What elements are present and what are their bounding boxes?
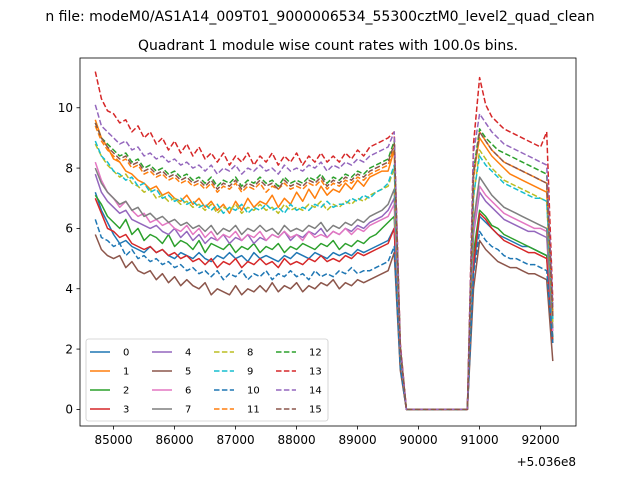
legend-label: 3 <box>123 405 129 416</box>
legend-label: 12 <box>309 348 322 359</box>
series-line-7 <box>94 167 554 411</box>
series-line-3 <box>94 198 554 411</box>
legend-label: 14 <box>309 386 322 397</box>
series-line-11 <box>94 125 554 411</box>
figure-suptitle: n file: modeM0/AS1A14_009T01_9000006534_… <box>45 9 594 25</box>
legend-label: 15 <box>309 405 322 416</box>
legend-label: 7 <box>185 405 191 416</box>
x-tick-label: 85000 <box>94 433 132 447</box>
series-line-2 <box>94 194 554 411</box>
x-tick-label: 88000 <box>277 433 315 447</box>
x-offset-label: +5.036e8 <box>517 455 576 469</box>
legend-label: 1 <box>123 367 129 378</box>
y-tick-label: 2 <box>65 342 73 356</box>
series-line-6 <box>94 161 554 411</box>
series-line-12 <box>94 122 554 411</box>
chart-title: Quadrant 1 module wise count rates with … <box>138 38 518 54</box>
legend-label: 9 <box>247 367 253 378</box>
legend-label: 0 <box>123 348 129 359</box>
y-tick-label: 10 <box>58 101 73 115</box>
series-line-13 <box>94 71 554 411</box>
series-line-15 <box>94 122 554 411</box>
x-axis: 85000 86000 87000 88000 89000 90000 91000 92000 <box>94 426 560 447</box>
legend-label: 13 <box>309 367 322 378</box>
legend-label: 11 <box>247 405 260 416</box>
x-tick-label: 87000 <box>216 433 254 447</box>
x-tick-label: 90000 <box>400 433 438 447</box>
x-tick-label: 86000 <box>155 433 193 447</box>
y-axis: 0 2 4 6 8 10 <box>58 101 80 417</box>
x-tick-label: 91000 <box>461 433 499 447</box>
y-tick-label: 6 <box>65 222 73 236</box>
series-line-8 <box>94 143 554 411</box>
legend-label: 6 <box>185 386 191 397</box>
series-line-14 <box>94 104 554 411</box>
legend-label: 2 <box>123 386 129 397</box>
series-layer <box>94 71 554 411</box>
y-tick-label: 8 <box>65 161 73 175</box>
legend-label: 10 <box>247 386 260 397</box>
y-tick-label: 0 <box>65 403 73 417</box>
x-tick-label: 89000 <box>338 433 376 447</box>
series-line-9 <box>94 140 554 411</box>
legend-label: 8 <box>247 348 253 359</box>
x-tick-label: 92000 <box>522 433 560 447</box>
series-line-5 <box>94 234 554 411</box>
series-line-10 <box>94 219 554 411</box>
y-tick-label: 4 <box>65 282 73 296</box>
legend-label: 4 <box>185 348 191 359</box>
plot-frame <box>79 57 577 427</box>
legend-box <box>85 338 329 422</box>
legend-label: 5 <box>185 367 191 378</box>
